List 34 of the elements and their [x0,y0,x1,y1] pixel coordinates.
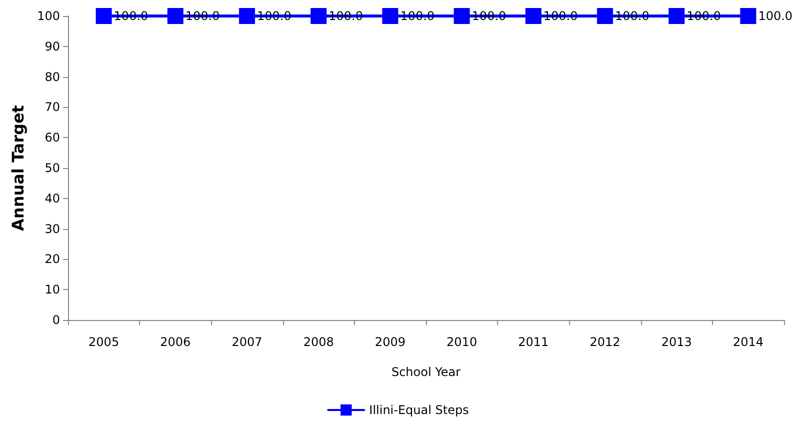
data-label: 100.0 [686,9,721,23]
y-axis-title: Annual Target [8,104,28,231]
y-tick-label: 80 [44,70,60,84]
y-tick-label: 40 [44,191,60,206]
x-tick-label: 2012 [590,335,620,349]
y-tick-label: 100 [37,9,60,23]
y-tick-label: 20 [44,252,60,266]
data-label: 100.0 [615,9,650,23]
x-tick-label: 2009 [374,335,406,349]
x-tick-label: 2005 [88,335,120,349]
data-label: 100.0 [185,9,220,23]
x-tick-label: 2014 [732,335,764,349]
data-label: 100.0 [543,9,578,23]
y-tick-label: 0 [52,313,60,327]
data-label: 100.0 [257,9,292,23]
legend-label: Illini-Equal Steps [369,403,469,417]
y-tick-label: 70 [44,100,60,114]
y-tick-label: 10 [44,282,60,297]
data-label: 100.0 [400,9,435,23]
x-tick-label: 2011 [518,335,549,349]
x-tick-label: 2010 [446,335,478,349]
x-tick-label: 2006 [160,335,191,349]
data-label: 100.0 [114,9,148,23]
data-label: 100.0 [472,9,506,23]
x-tick-label: 2008 [303,335,334,349]
y-tick-label: 50 [44,161,60,175]
y-tick-label: 60 [44,130,60,145]
data-label: 100.0 [328,9,363,23]
x-tick-label: 2007 [232,335,262,349]
x-tick-label: 2013 [661,335,692,349]
x-axis-title: School Year [391,365,461,379]
data-label: 100.0 [758,9,793,23]
y-tick-label: 30 [44,222,60,236]
y-tick-label: 90 [44,39,60,54]
